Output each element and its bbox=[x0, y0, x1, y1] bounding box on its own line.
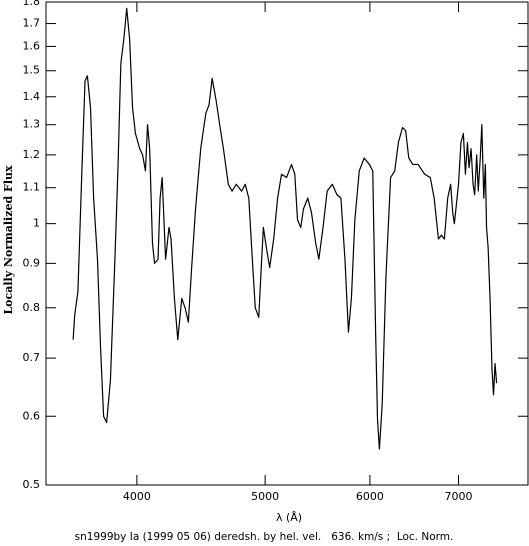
y-tick-label: 0.7 bbox=[23, 351, 41, 364]
x-tick-label: 5000 bbox=[251, 490, 279, 503]
y-tick-label: 0.6 bbox=[23, 409, 41, 422]
x-tick-label: 4000 bbox=[123, 490, 151, 503]
x-tick-label: 7000 bbox=[444, 490, 472, 503]
y-tick-label: 1.5 bbox=[23, 64, 41, 77]
y-axis-label: Locally Normalized Flux bbox=[2, 165, 15, 315]
y-tick-label: 1.6 bbox=[23, 39, 41, 52]
x-tick-label: 6000 bbox=[356, 490, 384, 503]
y-tick-label: 1.2 bbox=[23, 148, 41, 161]
y-tick-label: 1.3 bbox=[23, 118, 41, 131]
x-axis-label: λ (Å) bbox=[276, 511, 302, 524]
plot-frame bbox=[45, 1, 529, 486]
y-tick-label: 0.8 bbox=[23, 301, 41, 314]
y-tick-label: 0.5 bbox=[23, 478, 41, 491]
spectrum-line bbox=[72, 7, 498, 450]
y-tick-label: 1.7 bbox=[23, 17, 41, 30]
y-tick-label: 0.9 bbox=[23, 256, 41, 269]
caption: sn1999by Ia (1999 05 06) deredsh. by hel… bbox=[75, 531, 454, 543]
y-tick-label: 1.8 bbox=[23, 0, 41, 8]
y-tick-label: 1 bbox=[33, 217, 40, 230]
y-tick-label: 1.4 bbox=[23, 90, 41, 103]
y-tick-label: 1.1 bbox=[23, 181, 41, 194]
